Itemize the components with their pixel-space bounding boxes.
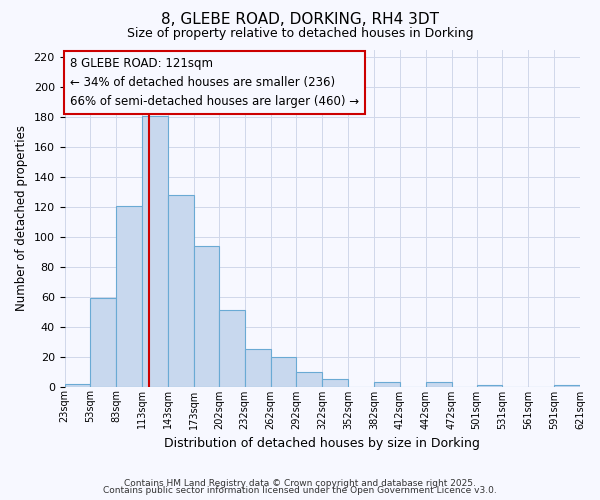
Bar bbox=[271, 356, 296, 386]
Bar bbox=[296, 372, 322, 386]
Text: 8 GLEBE ROAD: 121sqm
← 34% of detached houses are smaller (236)
66% of semi-deta: 8 GLEBE ROAD: 121sqm ← 34% of detached h… bbox=[70, 56, 359, 108]
Bar bbox=[91, 298, 116, 386]
Bar bbox=[142, 116, 168, 386]
Bar bbox=[168, 195, 194, 386]
Y-axis label: Number of detached properties: Number of detached properties bbox=[15, 126, 28, 312]
Bar bbox=[322, 379, 348, 386]
Text: Contains HM Land Registry data © Crown copyright and database right 2025.: Contains HM Land Registry data © Crown c… bbox=[124, 478, 476, 488]
Bar bbox=[65, 384, 91, 386]
Bar bbox=[219, 310, 245, 386]
Text: 8, GLEBE ROAD, DORKING, RH4 3DT: 8, GLEBE ROAD, DORKING, RH4 3DT bbox=[161, 12, 439, 28]
Bar bbox=[476, 385, 502, 386]
Bar bbox=[116, 206, 142, 386]
Bar bbox=[245, 349, 271, 387]
Bar bbox=[426, 382, 452, 386]
Bar bbox=[374, 382, 400, 386]
Text: Size of property relative to detached houses in Dorking: Size of property relative to detached ho… bbox=[127, 28, 473, 40]
X-axis label: Distribution of detached houses by size in Dorking: Distribution of detached houses by size … bbox=[164, 437, 480, 450]
Text: Contains public sector information licensed under the Open Government Licence v3: Contains public sector information licen… bbox=[103, 486, 497, 495]
Bar bbox=[554, 385, 580, 386]
Bar bbox=[194, 246, 219, 386]
